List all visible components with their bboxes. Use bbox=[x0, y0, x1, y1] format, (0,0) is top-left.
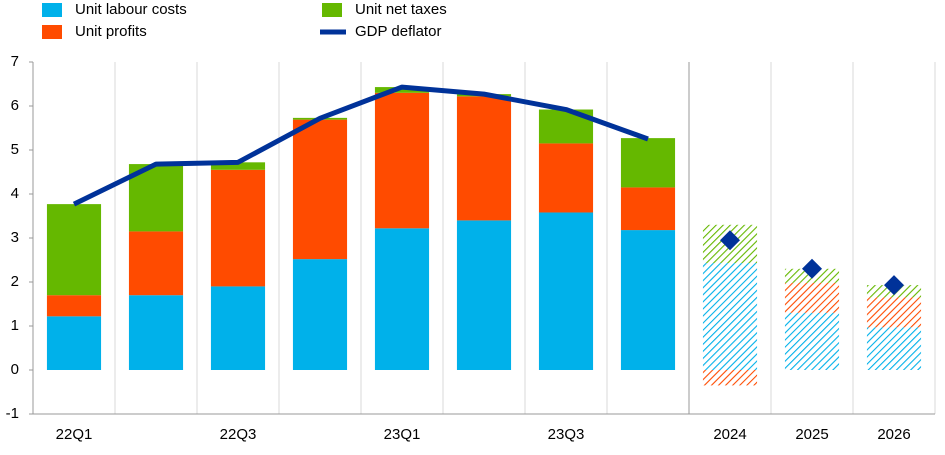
y-tick-label: 6 bbox=[11, 97, 19, 114]
x-tick-label: 23Q3 bbox=[548, 426, 585, 443]
y-tick-label: 2 bbox=[11, 273, 19, 290]
y-tick-label: -1 bbox=[6, 405, 19, 422]
y-tick-label: 0 bbox=[11, 361, 19, 378]
bar bbox=[374, 228, 430, 370]
x-tick-label: 2025 bbox=[795, 426, 828, 443]
x-tick-label: 22Q3 bbox=[220, 426, 257, 443]
bar bbox=[210, 162, 266, 170]
bar bbox=[702, 370, 758, 386]
legend-label: GDP deflator bbox=[355, 23, 441, 40]
bar bbox=[128, 295, 184, 370]
legend-swatch bbox=[42, 3, 62, 17]
y-tick-label: 1 bbox=[11, 317, 19, 334]
bar bbox=[538, 143, 594, 213]
bar bbox=[128, 231, 184, 296]
x-tick-label: 2024 bbox=[713, 426, 746, 443]
bar bbox=[46, 316, 102, 370]
bar bbox=[292, 259, 348, 370]
bar bbox=[456, 96, 512, 221]
bar bbox=[620, 138, 676, 188]
diamond-marker bbox=[884, 275, 904, 296]
legend-label: Unit net taxes bbox=[355, 1, 447, 18]
legend-swatch bbox=[42, 25, 62, 39]
x-tick-label: 2026 bbox=[877, 426, 910, 443]
bar bbox=[784, 282, 840, 313]
diamond-marker bbox=[720, 230, 740, 251]
bar bbox=[866, 327, 922, 370]
y-tick-label: 3 bbox=[11, 229, 19, 246]
x-tick-label: 23Q1 bbox=[384, 426, 421, 443]
bar bbox=[784, 312, 840, 370]
bar bbox=[292, 119, 348, 260]
diamond-marker bbox=[802, 258, 822, 279]
y-tick-label: 7 bbox=[11, 53, 19, 70]
bar bbox=[456, 220, 512, 370]
bar bbox=[46, 295, 102, 317]
legend-label: Unit labour costs bbox=[75, 1, 187, 18]
line bbox=[72, 84, 649, 207]
bar bbox=[702, 263, 758, 370]
bar bbox=[374, 87, 430, 93]
bar bbox=[46, 204, 102, 296]
bar bbox=[866, 297, 922, 328]
bar bbox=[620, 187, 676, 231]
y-tick-label: 5 bbox=[11, 141, 19, 158]
legend-swatch bbox=[322, 3, 342, 17]
y-tick-label: 4 bbox=[11, 185, 19, 202]
x-tick-label: 22Q1 bbox=[56, 426, 93, 443]
legend-label: Unit profits bbox=[75, 23, 147, 40]
bar bbox=[620, 230, 676, 370]
bar bbox=[210, 169, 266, 287]
bar bbox=[210, 286, 266, 370]
bar bbox=[538, 212, 594, 370]
bar bbox=[374, 92, 430, 229]
